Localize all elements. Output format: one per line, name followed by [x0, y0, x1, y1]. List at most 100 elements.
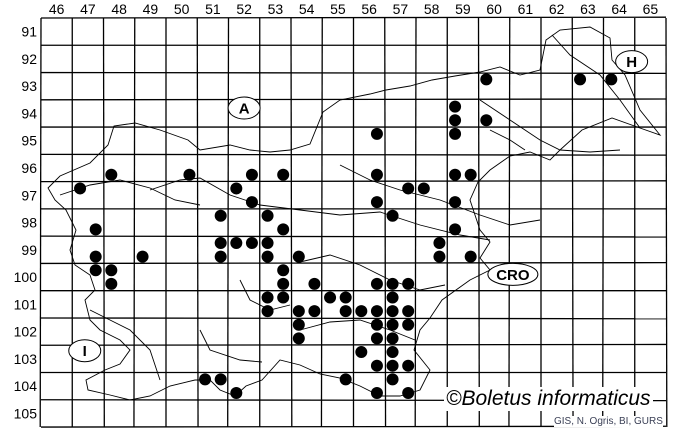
record-dot	[292, 332, 305, 345]
row-label: 91	[21, 24, 37, 40]
record-dot	[370, 359, 383, 372]
record-dot	[386, 277, 399, 290]
record-dot	[449, 127, 462, 140]
grid-line-horizontal	[40, 317, 667, 320]
record-dot	[433, 236, 446, 249]
column-label: 53	[268, 1, 284, 17]
record-dot	[464, 168, 477, 181]
record-dot	[417, 182, 430, 195]
column-label: 55	[330, 1, 346, 17]
record-dot	[339, 305, 352, 318]
record-dot	[89, 264, 102, 277]
grid-line-vertical	[477, 17, 480, 428]
record-dot	[370, 277, 383, 290]
river	[489, 129, 526, 151]
record-dot	[199, 373, 212, 386]
record-dot	[386, 209, 399, 222]
record-dot	[402, 305, 415, 318]
record-dot	[105, 168, 118, 181]
country-label-hungary: H	[626, 54, 637, 71]
record-dot	[402, 277, 415, 290]
grid-line-vertical	[602, 17, 605, 428]
river	[239, 279, 291, 311]
record-dot	[402, 386, 415, 399]
record-dot	[292, 305, 305, 318]
row-label: 100	[14, 269, 38, 285]
record-dot	[261, 236, 274, 249]
record-dot	[277, 291, 290, 304]
record-dot	[277, 168, 290, 181]
column-label: 59	[455, 1, 471, 17]
record-dot	[386, 318, 399, 331]
country-label-oval-italy	[68, 339, 102, 363]
row-label: 95	[21, 133, 37, 149]
record-dot	[261, 250, 274, 263]
credit-text: GIS, N. Ogris, BI, GURS	[554, 416, 663, 427]
record-dot	[370, 127, 383, 140]
grid-line-vertical	[39, 17, 42, 428]
record-dot	[105, 277, 118, 290]
row-label: 102	[14, 324, 38, 340]
column-label: 47	[80, 1, 96, 17]
record-dot	[386, 373, 399, 386]
record-dot	[214, 209, 227, 222]
row-label: 99	[21, 242, 37, 258]
row-label: 103	[14, 351, 38, 367]
row-label: 104	[14, 378, 38, 394]
river	[479, 99, 621, 153]
grid-line-horizontal	[40, 153, 667, 156]
record-dot	[370, 305, 383, 318]
record-dots	[74, 73, 618, 399]
grid-line-vertical	[571, 17, 574, 428]
river	[299, 254, 446, 291]
river	[89, 309, 161, 381]
record-dot	[105, 264, 118, 277]
record-dot	[449, 168, 462, 181]
record-dot	[370, 386, 383, 399]
column-label: 61	[518, 1, 534, 17]
column-label: 49	[143, 1, 159, 17]
record-dot	[386, 346, 399, 359]
grid-line-vertical	[665, 17, 668, 428]
record-dot	[277, 264, 290, 277]
record-dot	[574, 73, 587, 86]
column-label: 48	[111, 1, 127, 17]
record-dot	[245, 196, 258, 209]
column-label: 58	[424, 1, 440, 17]
record-dot	[386, 291, 399, 304]
grid-line-vertical	[414, 17, 417, 428]
record-dot	[449, 114, 462, 127]
grid-line-horizontal	[40, 16, 667, 19]
row-label: 101	[14, 296, 38, 312]
record-dot	[214, 250, 227, 263]
river	[199, 329, 263, 363]
record-dot	[245, 168, 258, 181]
record-dot	[308, 305, 321, 318]
record-dot	[370, 332, 383, 345]
record-dot	[183, 168, 196, 181]
record-dot	[402, 182, 415, 195]
record-dot	[230, 386, 243, 399]
row-label: 92	[21, 51, 37, 67]
column-label: 51	[205, 1, 221, 17]
country-label-italy: I	[83, 343, 87, 360]
record-dot	[277, 223, 290, 236]
river	[339, 164, 541, 226]
record-dot	[245, 236, 258, 249]
row-label: 105	[14, 405, 38, 421]
river	[551, 34, 641, 129]
record-dot	[370, 196, 383, 209]
grid-line-vertical	[196, 17, 199, 428]
column-label: 64	[611, 1, 627, 17]
record-dot	[136, 250, 149, 263]
record-dot	[324, 291, 337, 304]
grid-line-vertical	[384, 17, 387, 428]
grid-line-vertical	[227, 17, 230, 428]
record-dot	[464, 250, 477, 263]
column-label: 50	[174, 1, 190, 17]
row-label: 97	[21, 187, 37, 203]
country-label-croatia: CRO	[496, 267, 530, 284]
grid-line-vertical	[320, 17, 323, 428]
record-dot	[230, 182, 243, 195]
column-label: 63	[580, 1, 596, 17]
